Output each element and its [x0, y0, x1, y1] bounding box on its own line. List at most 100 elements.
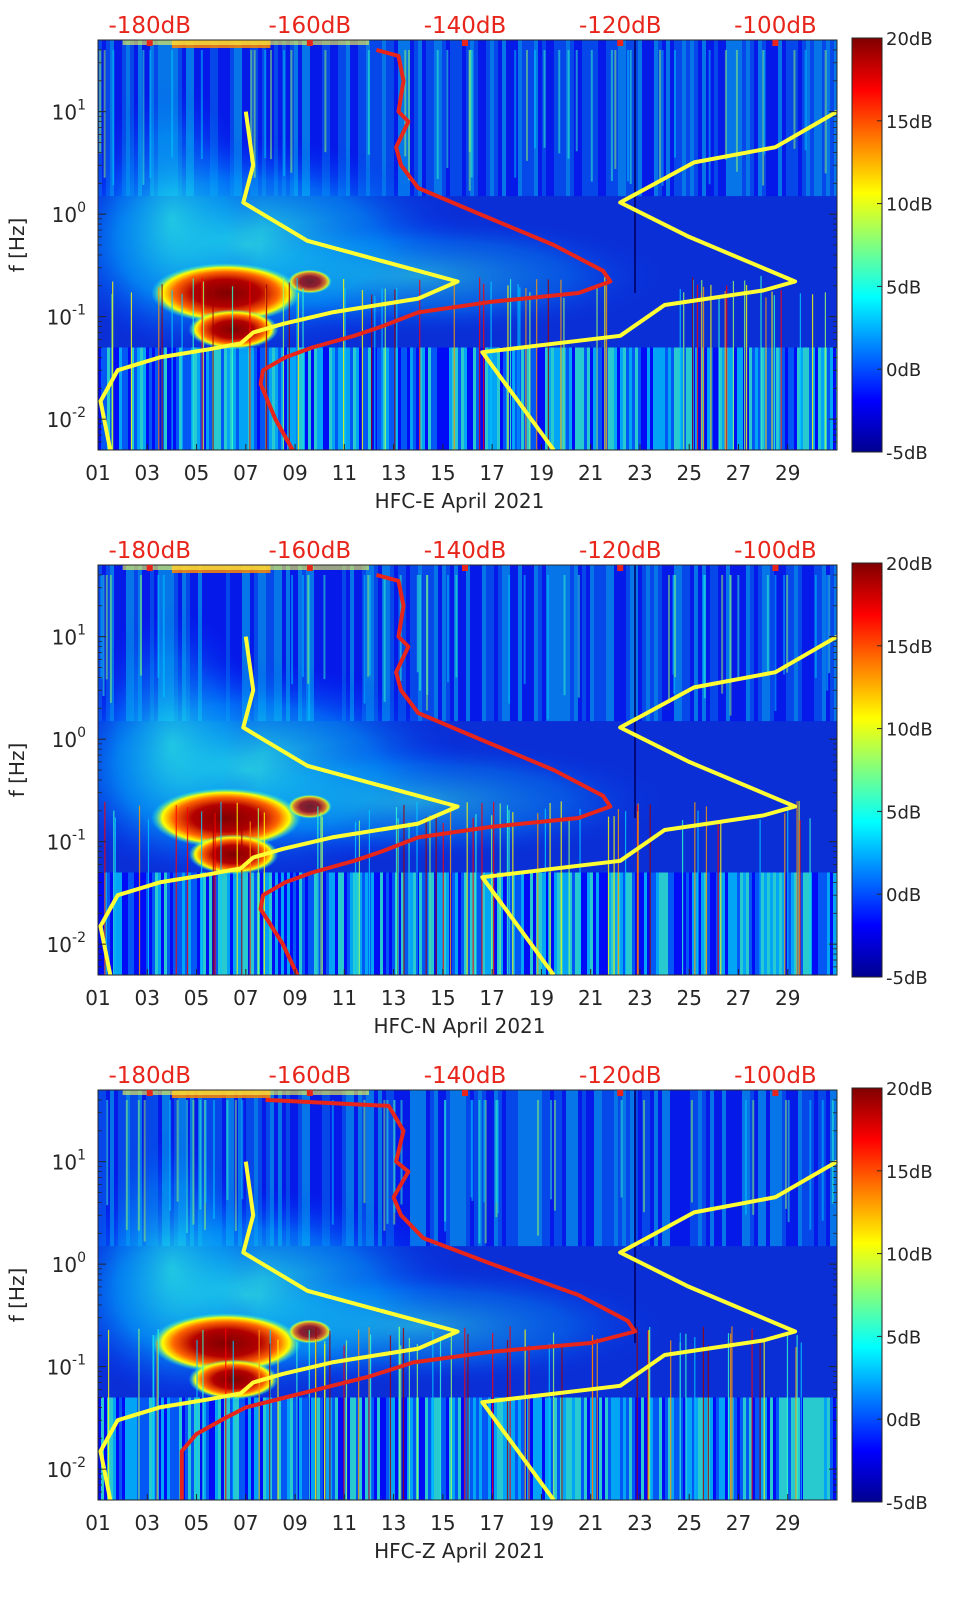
spectrogram-image: [98, 565, 837, 975]
colorbar-tick-label: 10dB: [886, 720, 933, 741]
colorbar-tick-label: 0dB: [886, 1410, 921, 1431]
x-tick-label: 19: [529, 461, 554, 485]
x-tick-label: 29: [775, 461, 800, 485]
colorbar-tick-label: 15dB: [886, 112, 933, 133]
x-tick-label: 11: [332, 986, 357, 1010]
x-tick-label: 25: [676, 461, 701, 485]
colorbar-tick-label: 10dB: [886, 195, 933, 216]
top-tick: [146, 1090, 153, 1096]
colorbar-tick-label: 5dB: [886, 277, 921, 298]
colorbar: [851, 1087, 883, 1503]
colorbar-tick-label: 15dB: [886, 637, 933, 658]
top-tick: [462, 1090, 469, 1096]
x-tick-label: 13: [381, 986, 406, 1010]
y-tick-label: 10-2: [47, 1455, 86, 1482]
top-tick: [772, 1090, 779, 1096]
colorbar-tick-label: 0dB: [886, 885, 921, 906]
y-tick-label: 101: [52, 98, 86, 125]
x-tick-label: 07: [233, 461, 258, 485]
x-tick-label: 19: [529, 1511, 554, 1535]
top-tick: [146, 565, 153, 571]
x-tick-label: 27: [726, 986, 751, 1010]
x-tick-label: 27: [726, 1511, 751, 1535]
x-axis-label: HFC-Z April 2021: [374, 1539, 545, 1563]
x-axis-label: HFC-N April 2021: [373, 1014, 545, 1038]
colorbar-tick-label: 10dB: [886, 1245, 933, 1266]
top-tick-label: -160dB: [269, 1063, 352, 1089]
colorbar-tick-label: 15dB: [886, 1162, 933, 1183]
top-tick-label: -120dB: [579, 1063, 662, 1089]
x-tick-label: 13: [381, 461, 406, 485]
y-tick-label: 10-2: [47, 930, 86, 957]
x-tick-label: 25: [676, 1511, 701, 1535]
panel-0: 01 03 05 07 09 11 13 15 17 19 21 23 25 27 29 HFC-E Apri…: [5, 13, 933, 513]
x-tick-label: 05: [184, 986, 209, 1010]
top-tick-label: -140dB: [424, 538, 507, 564]
x-tick-label: 23: [627, 1511, 652, 1535]
x-tick-label: 07: [233, 986, 258, 1010]
top-tick: [617, 40, 624, 46]
x-tick-label: 09: [282, 986, 307, 1010]
top-tick: [306, 40, 313, 46]
x-tick-label: 15: [430, 986, 455, 1010]
series-line-1: [480, 109, 837, 450]
y-tick-label: 10-1: [47, 303, 86, 330]
x-tick-label: 05: [184, 461, 209, 485]
series-line-0: [98, 111, 460, 450]
top-tick-label: -120dB: [579, 538, 662, 564]
top-tick-label: -180dB: [108, 538, 191, 564]
top-tick: [617, 1090, 624, 1096]
x-tick-label: 21: [578, 986, 603, 1010]
y-tick-label: 101: [52, 1148, 86, 1175]
x-tick-label: 21: [578, 461, 603, 485]
top-tick: [462, 40, 469, 46]
colorbar-tick-label: 0dB: [886, 360, 921, 381]
x-tick-label: 09: [282, 461, 307, 485]
top-tick: [772, 40, 779, 46]
top-tick-label: -180dB: [108, 1063, 191, 1089]
top-tick: [306, 565, 313, 571]
panel-1: 01 03 05 07 09 11 13 15 17 19 21 23 25 27 29 HFC-N Apri…: [5, 538, 933, 1038]
y-axis-label: f [Hz]: [5, 743, 29, 798]
y-axis-label: f [Hz]: [5, 218, 29, 273]
series-line-1: [480, 634, 837, 975]
series-line-2: [258, 572, 613, 975]
top-tick: [306, 1090, 313, 1096]
x-tick-label: 29: [775, 986, 800, 1010]
spectrogram-image: [98, 1090, 837, 1500]
y-tick-label: 101: [52, 623, 86, 650]
colorbar: [851, 562, 883, 978]
x-axis-label: HFC-E April 2021: [375, 489, 545, 513]
x-tick-label: 25: [676, 986, 701, 1010]
top-tick-label: -100dB: [734, 538, 817, 564]
y-tick-label: 10-2: [47, 405, 86, 432]
x-tick-label: 11: [332, 461, 357, 485]
x-tick-label: 17: [479, 461, 504, 485]
x-tick-label: 01: [85, 461, 110, 485]
colorbar-tick-label: 20dB: [886, 29, 933, 50]
series-line-2: [179, 1097, 637, 1500]
x-tick-label: 17: [479, 986, 504, 1010]
x-tick-label: 09: [282, 1511, 307, 1535]
x-tick-label: 11: [332, 1511, 357, 1535]
top-tick-label: -100dB: [734, 13, 817, 39]
x-tick-label: 17: [479, 1511, 504, 1535]
top-tick-label: -100dB: [734, 1063, 817, 1089]
top-tick-label: -120dB: [579, 13, 662, 39]
spectrogram-image: [98, 40, 837, 450]
y-axis-label: f [Hz]: [5, 1268, 29, 1323]
x-tick-label: 27: [726, 461, 751, 485]
colorbar-tick-label: 20dB: [886, 1079, 933, 1100]
colorbar-tick-label: -5dB: [886, 443, 928, 464]
colorbar-tick-label: 20dB: [886, 554, 933, 575]
top-tick-label: -140dB: [424, 1063, 507, 1089]
x-tick-label: 03: [135, 1511, 160, 1535]
y-tick-label: 10-1: [47, 828, 86, 855]
x-tick-label: 01: [85, 986, 110, 1010]
y-tick-label: 100: [52, 1250, 86, 1277]
x-tick-label: 13: [381, 1511, 406, 1535]
y-tick-label: 100: [52, 725, 86, 752]
colorbar-tick-label: 5dB: [886, 1327, 921, 1348]
x-tick-label: 05: [184, 1511, 209, 1535]
